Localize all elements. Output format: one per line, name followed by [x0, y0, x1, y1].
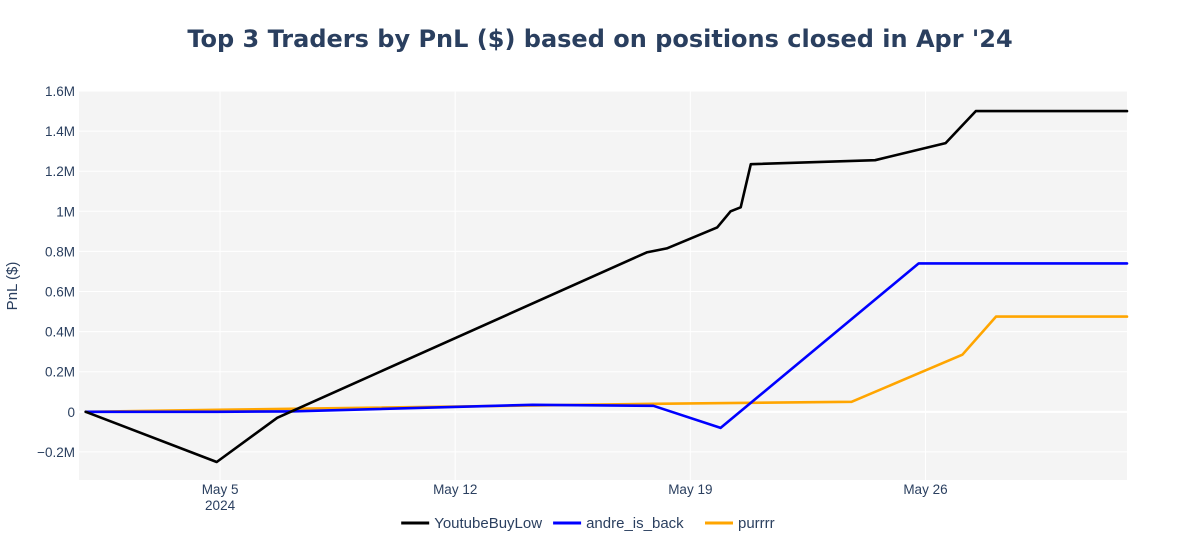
legend-label: purrrr	[738, 515, 775, 532]
legend-label: andre_is_back	[586, 515, 684, 532]
legend-item-purrrr[interactable]: purrrr	[705, 515, 775, 532]
y-tick-label: 1M	[56, 204, 75, 219]
y-axis-title: PnL ($)	[4, 262, 21, 311]
y-tick-label: −0.2M	[37, 445, 75, 460]
x-tick-label: May 26	[903, 482, 947, 497]
y-tick-label: 0.2M	[45, 365, 75, 380]
x-tick-label: May 5	[202, 482, 239, 497]
legend-item-YoutubeBuyLow[interactable]: YoutubeBuyLow	[401, 515, 542, 532]
y-tick-label: 0	[67, 405, 75, 420]
y-tick-label: 1.6M	[45, 84, 75, 99]
x-tick-label: May 12	[433, 482, 477, 497]
y-axis-ticks: −0.2M 0 0.2M 0.4M 0.6M 0.8M 1M 1.2M 1.4M 1.6M	[37, 84, 75, 460]
chart-title: Top 3 Traders by PnL ($) based on positi…	[187, 25, 1012, 53]
y-tick-label: 0.4M	[45, 325, 75, 340]
x-grid	[219, 91, 926, 480]
plot-area[interactable]	[79, 91, 1127, 480]
x-tick-label: May 19	[668, 482, 712, 497]
y-tick-label: 1.4M	[45, 124, 75, 139]
series-line-andre_is_back[interactable]	[84, 262, 1129, 430]
x-tick-sublabel: 2024	[205, 498, 236, 513]
legend-label: YoutubeBuyLow	[434, 515, 542, 532]
y-tick-label: 0.6M	[45, 285, 75, 300]
y-tick-label: 0.8M	[45, 244, 75, 259]
series-layer	[84, 109, 1129, 464]
legend: YoutubeBuyLow andre_is_back purrrr	[401, 515, 775, 532]
y-tick-label: 1.2M	[45, 164, 75, 179]
legend-item-andre_is_back[interactable]: andre_is_back	[553, 515, 684, 532]
series-line-YoutubeBuyLow[interactable]	[84, 109, 1129, 464]
